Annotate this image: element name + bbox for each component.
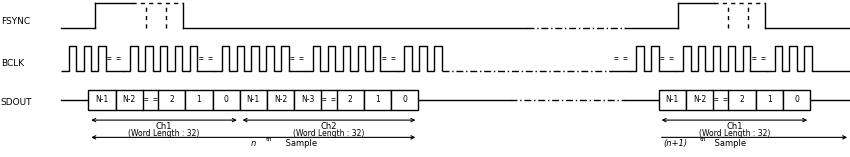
Text: = =: = = — [290, 54, 304, 63]
Text: = =: = = — [322, 95, 336, 104]
Text: Sample: Sample — [712, 139, 746, 148]
Text: = =: = = — [660, 54, 674, 63]
Text: Ch2: Ch2 — [320, 122, 337, 131]
Text: BCLK: BCLK — [1, 59, 24, 68]
FancyBboxPatch shape — [756, 90, 783, 110]
Text: = =: = = — [107, 54, 122, 63]
Text: 0: 0 — [794, 95, 799, 104]
Text: FSYNC: FSYNC — [1, 17, 30, 26]
Text: 1: 1 — [375, 95, 380, 104]
Text: 0: 0 — [402, 95, 407, 104]
Text: n: n — [251, 139, 256, 148]
Text: Ch1: Ch1 — [156, 122, 173, 131]
Text: N-1: N-1 — [666, 95, 679, 104]
FancyBboxPatch shape — [158, 90, 185, 110]
Text: = =: = = — [751, 54, 766, 63]
Text: th: th — [266, 137, 273, 142]
Text: (Word Length : 32): (Word Length : 32) — [128, 129, 200, 138]
Text: N-2: N-2 — [274, 95, 287, 104]
Text: = =: = = — [714, 95, 728, 104]
FancyBboxPatch shape — [783, 90, 810, 110]
Text: SDOUT: SDOUT — [1, 98, 32, 107]
Text: 2: 2 — [169, 95, 174, 104]
Text: 0: 0 — [224, 95, 229, 104]
FancyBboxPatch shape — [337, 90, 364, 110]
Text: Sample: Sample — [283, 139, 317, 148]
Text: (Word Length : 32): (Word Length : 32) — [699, 129, 770, 138]
FancyBboxPatch shape — [212, 90, 240, 110]
Text: (n+1): (n+1) — [663, 139, 687, 148]
Text: = =: = = — [382, 54, 395, 63]
Text: N-2: N-2 — [693, 95, 706, 104]
Text: 2: 2 — [740, 95, 745, 104]
Text: (Word Length : 32): (Word Length : 32) — [293, 129, 365, 138]
Text: 1: 1 — [196, 95, 201, 104]
FancyBboxPatch shape — [294, 90, 321, 110]
Text: Ch1: Ch1 — [726, 122, 743, 131]
FancyBboxPatch shape — [364, 90, 391, 110]
Text: N-2: N-2 — [122, 95, 136, 104]
FancyBboxPatch shape — [686, 90, 713, 110]
Text: 1: 1 — [767, 95, 772, 104]
Text: = =: = = — [199, 54, 212, 63]
FancyBboxPatch shape — [267, 90, 294, 110]
Text: N-1: N-1 — [246, 95, 260, 104]
FancyBboxPatch shape — [116, 90, 143, 110]
FancyBboxPatch shape — [88, 90, 116, 110]
FancyBboxPatch shape — [728, 90, 756, 110]
FancyBboxPatch shape — [185, 90, 212, 110]
FancyBboxPatch shape — [391, 90, 418, 110]
Text: N-1: N-1 — [95, 95, 109, 104]
Text: = =: = = — [144, 95, 157, 104]
Text: th: th — [700, 137, 706, 142]
Text: 2: 2 — [348, 95, 353, 104]
FancyBboxPatch shape — [240, 90, 267, 110]
Text: = =: = = — [614, 54, 627, 63]
FancyBboxPatch shape — [659, 90, 686, 110]
Text: N-3: N-3 — [301, 95, 314, 104]
